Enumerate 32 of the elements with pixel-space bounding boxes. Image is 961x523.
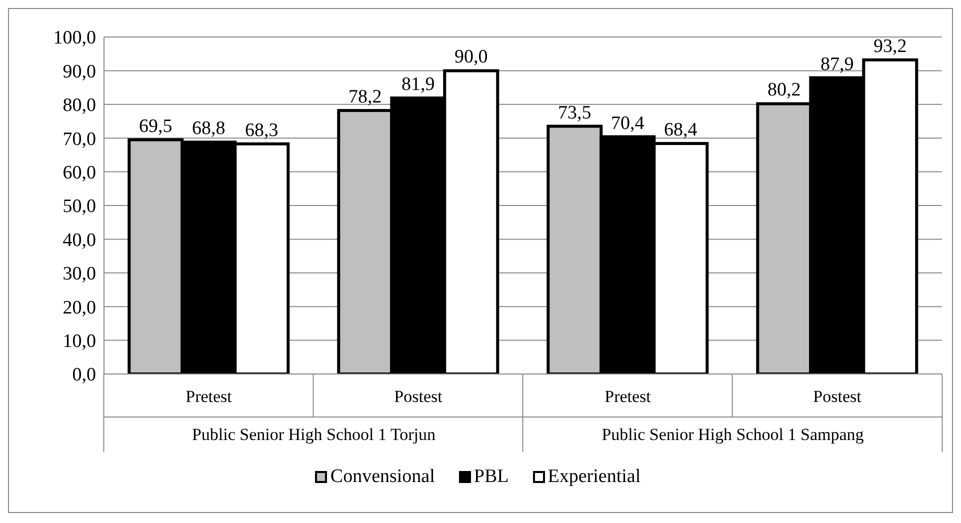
data-label: 69,5 [139,116,172,137]
y-tick-label: 100,0 [53,28,96,49]
x-tick-label: Pretest [604,387,652,406]
y-tick-label: 80,0 [62,95,96,116]
y-tick-label: 90,0 [62,61,96,82]
y-tick-label: 10,0 [62,331,96,352]
y-tick-label: 70,0 [62,128,96,150]
data-label: 87,9 [820,54,854,75]
x-tick-label: Pretest [186,387,232,406]
y-tick-label: 20,0 [62,297,96,318]
text: Public Senior High School 1 Sampang [602,425,864,444]
legend-label: Convensional [329,466,435,488]
y-tick-label: 0,0 [72,364,96,386]
x-tick-label: Postest [394,387,443,406]
data-label: 68,3 [245,120,278,141]
legend-label: PBL [472,466,509,488]
text: Public Senior High School 1 Torjun [192,425,436,444]
data-label: 68,4 [664,119,698,140]
x-tick-label: Postest [813,387,862,406]
data-label: 73,5 [558,102,592,124]
y-tick-label: 40,0 [62,230,96,251]
y-tick-label: 50,0 [62,196,96,218]
data-label: 81,9 [402,74,435,95]
legend-label: Experiential [546,466,641,488]
data-label: 80,2 [768,80,801,101]
data-label: 90,0 [454,46,488,68]
y-tick-label: 30,0 [62,264,96,285]
data-label: 70,4 [611,112,645,134]
y-tick-label: 60,0 [62,162,96,184]
data-label: 68,8 [192,118,226,140]
data-label: 93,2 [874,36,907,57]
data-label: 78,2 [348,86,382,108]
